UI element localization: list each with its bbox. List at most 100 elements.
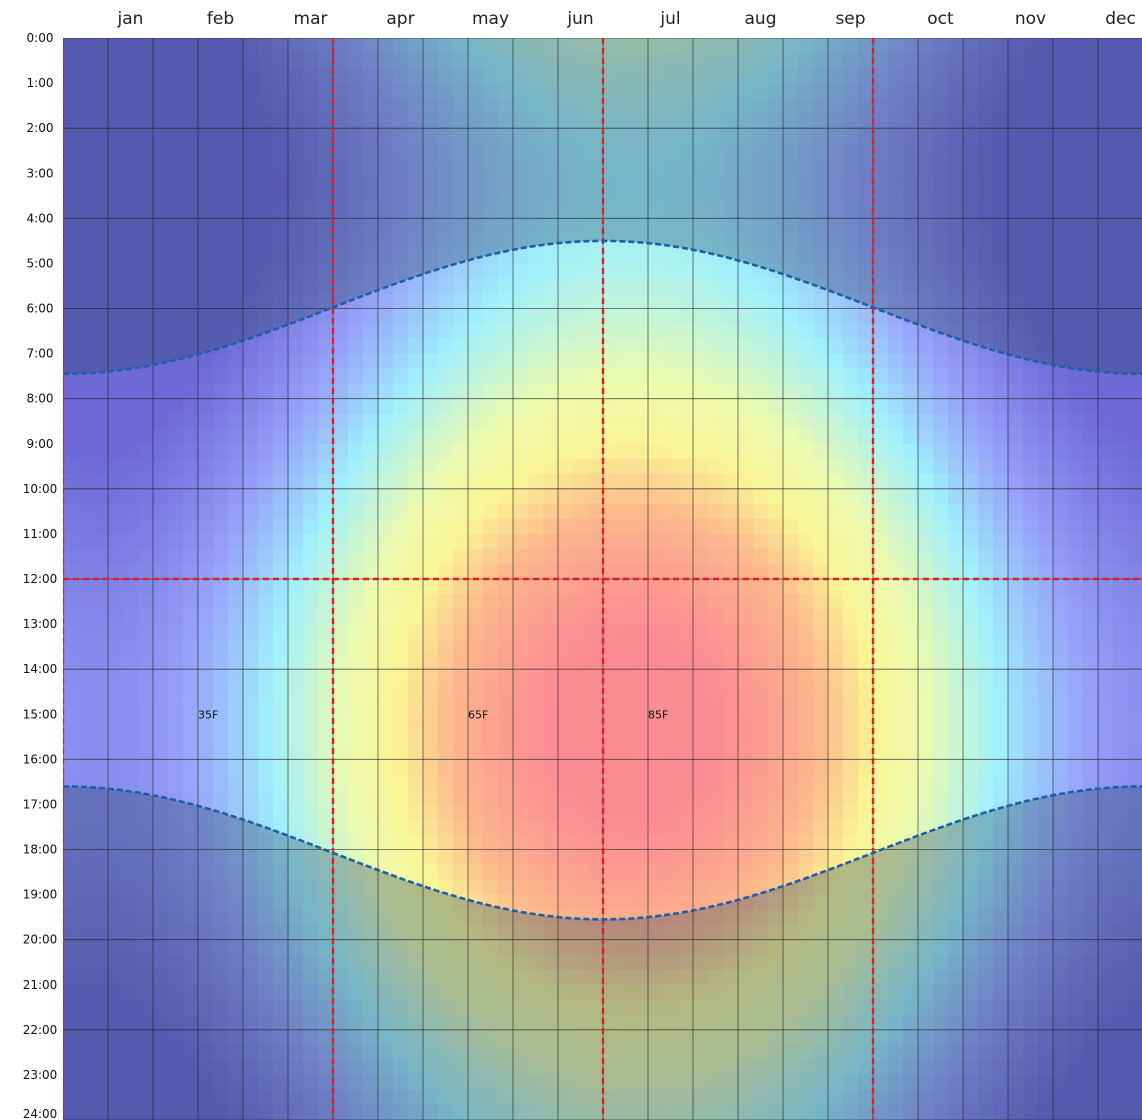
heatmap-cell bbox=[153, 53, 169, 69]
heatmap-cell bbox=[93, 744, 109, 760]
heatmap-cell bbox=[408, 609, 424, 625]
heatmap-cell bbox=[183, 323, 199, 340]
heatmap-cell bbox=[738, 473, 754, 490]
heatmap-cell bbox=[243, 909, 259, 926]
heatmap-cell bbox=[408, 594, 424, 610]
heatmap-cell bbox=[393, 744, 409, 760]
heatmap-cell bbox=[108, 639, 124, 655]
heatmap-cell bbox=[78, 1059, 94, 1076]
heatmap-cell bbox=[408, 458, 424, 475]
heatmap-cell bbox=[753, 594, 769, 610]
heatmap-cell bbox=[168, 38, 184, 54]
heatmap-cell bbox=[198, 684, 214, 700]
heatmap-cell bbox=[363, 609, 379, 625]
heatmap-cell bbox=[513, 488, 529, 505]
heatmap-cell bbox=[63, 548, 79, 565]
heatmap-cell bbox=[108, 579, 124, 595]
heatmap-cell bbox=[813, 323, 829, 340]
heatmap-cell bbox=[168, 759, 184, 775]
heatmap-cell bbox=[693, 789, 709, 806]
heatmap-cell bbox=[123, 263, 139, 280]
heatmap-cell bbox=[963, 518, 979, 535]
heatmap-cell bbox=[483, 879, 499, 896]
heatmap-cell bbox=[168, 579, 184, 595]
heatmap-cell bbox=[1053, 383, 1069, 400]
heatmap-cell bbox=[63, 624, 79, 640]
heatmap-cell bbox=[363, 308, 379, 325]
heatmap-cell bbox=[198, 639, 214, 655]
heatmap-cell bbox=[738, 789, 754, 806]
heatmap-cell bbox=[468, 413, 484, 430]
heatmap-cell bbox=[813, 428, 829, 445]
heatmap-cell bbox=[663, 684, 679, 700]
heatmap-cell bbox=[423, 714, 439, 730]
heatmap-cell bbox=[588, 338, 604, 355]
heatmap-cell bbox=[573, 714, 589, 730]
heatmap-cell bbox=[963, 579, 979, 595]
heatmap-cell bbox=[213, 383, 229, 400]
heatmap-cell bbox=[438, 699, 454, 715]
heatmap-cell bbox=[1053, 654, 1069, 670]
heatmap-cell bbox=[108, 248, 124, 265]
heatmap-cell bbox=[213, 894, 229, 911]
heatmap-cell bbox=[933, 383, 949, 400]
heatmap-cell bbox=[153, 323, 169, 340]
heatmap-cell bbox=[723, 669, 739, 685]
heatmap-cell bbox=[228, 203, 244, 219]
heatmap-cell bbox=[618, 834, 634, 851]
heatmap-cell bbox=[378, 714, 394, 730]
heatmap-cell bbox=[258, 804, 274, 821]
heatmap-cell bbox=[318, 503, 334, 520]
heatmap-cell bbox=[303, 579, 319, 595]
heatmap-cell bbox=[1023, 518, 1039, 535]
heatmap-cell bbox=[108, 954, 124, 971]
heatmap-cell bbox=[738, 639, 754, 655]
heatmap-cell bbox=[228, 609, 244, 625]
heatmap-cell bbox=[1068, 639, 1084, 655]
heatmap-cell bbox=[723, 323, 739, 340]
heatmap-cell bbox=[423, 563, 439, 580]
heatmap-cell bbox=[663, 894, 679, 911]
heatmap-cell bbox=[453, 729, 469, 745]
heatmap-cell bbox=[138, 38, 154, 54]
heatmap-cell bbox=[1083, 669, 1099, 685]
heatmap-cell bbox=[243, 639, 259, 655]
heatmap-cell bbox=[198, 248, 214, 265]
heatmap-cell bbox=[108, 143, 124, 159]
heatmap-cell bbox=[393, 804, 409, 821]
heatmap-cell bbox=[108, 503, 124, 520]
heatmap-cell bbox=[1098, 473, 1114, 490]
heatmap-cell bbox=[798, 353, 814, 370]
heatmap-cell bbox=[348, 834, 364, 851]
heatmap-cell bbox=[993, 744, 1009, 760]
heatmap-cell bbox=[93, 563, 109, 580]
heatmap-cell bbox=[243, 1044, 259, 1061]
heatmap-cell bbox=[258, 308, 274, 325]
heatmap-cell bbox=[168, 684, 184, 700]
heatmap-cell bbox=[753, 654, 769, 670]
heatmap-cell bbox=[138, 1074, 154, 1091]
heatmap-cell bbox=[138, 53, 154, 69]
heatmap-cell bbox=[858, 443, 874, 460]
heatmap-cell bbox=[273, 714, 289, 730]
heatmap-cell bbox=[243, 458, 259, 475]
heatmap-cell bbox=[288, 398, 304, 415]
heatmap-cell bbox=[153, 263, 169, 280]
heatmap-cell bbox=[483, 624, 499, 640]
heatmap-cell bbox=[828, 368, 844, 385]
heatmap-cell bbox=[1083, 714, 1099, 730]
heatmap-cell bbox=[738, 488, 754, 505]
heatmap-cell bbox=[168, 158, 184, 174]
heatmap-cell bbox=[378, 353, 394, 370]
heatmap-cell bbox=[213, 969, 229, 986]
heatmap-cell bbox=[693, 428, 709, 445]
heatmap-cell bbox=[783, 684, 799, 700]
heatmap-cell bbox=[393, 413, 409, 430]
heatmap-cell bbox=[483, 278, 499, 295]
heatmap-cell bbox=[468, 669, 484, 685]
heatmap-cell bbox=[288, 669, 304, 685]
heatmap-cell bbox=[228, 684, 244, 700]
heatmap-cell bbox=[1008, 624, 1024, 640]
heatmap-cell bbox=[78, 383, 94, 400]
heatmap-cell bbox=[63, 609, 79, 625]
